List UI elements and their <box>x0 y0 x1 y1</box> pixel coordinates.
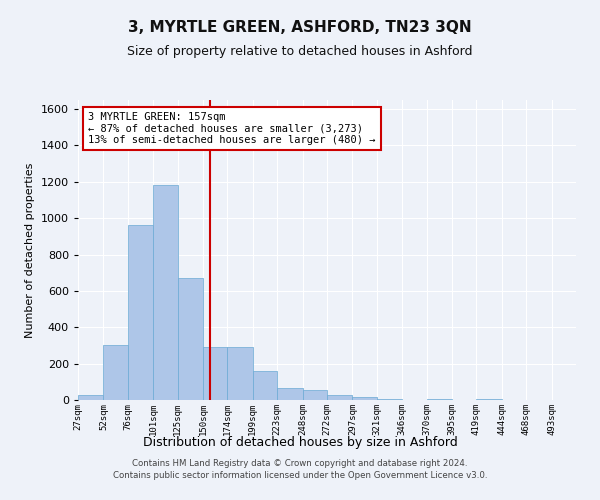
Bar <box>253 371 277 400</box>
Text: 3, MYRTLE GREEN, ASHFORD, TN23 3QN: 3, MYRTLE GREEN, ASHFORD, TN23 3QN <box>128 20 472 35</box>
Bar <box>78 394 103 400</box>
Y-axis label: Number of detached properties: Number of detached properties <box>25 162 35 338</box>
Bar <box>128 224 153 400</box>
Bar <box>103 344 128 400</box>
Bar <box>576 399 600 400</box>
Bar <box>327 394 352 400</box>
Bar <box>277 388 302 400</box>
Text: Contains HM Land Registry data © Crown copyright and database right 2024.
Contai: Contains HM Land Registry data © Crown c… <box>113 458 487 480</box>
Bar <box>153 184 178 400</box>
Bar <box>302 390 327 400</box>
Text: Size of property relative to detached houses in Ashford: Size of property relative to detached ho… <box>127 45 473 58</box>
Text: 3 MYRTLE GREEN: 157sqm
← 87% of detached houses are smaller (3,273)
13% of semi-: 3 MYRTLE GREEN: 157sqm ← 87% of detached… <box>88 112 376 145</box>
Bar <box>352 398 377 400</box>
Bar <box>377 399 402 400</box>
Bar <box>203 348 227 400</box>
Bar <box>427 399 452 400</box>
Bar <box>227 348 253 400</box>
Bar <box>476 399 502 400</box>
Bar <box>178 278 203 400</box>
Text: Distribution of detached houses by size in Ashford: Distribution of detached houses by size … <box>143 436 457 449</box>
